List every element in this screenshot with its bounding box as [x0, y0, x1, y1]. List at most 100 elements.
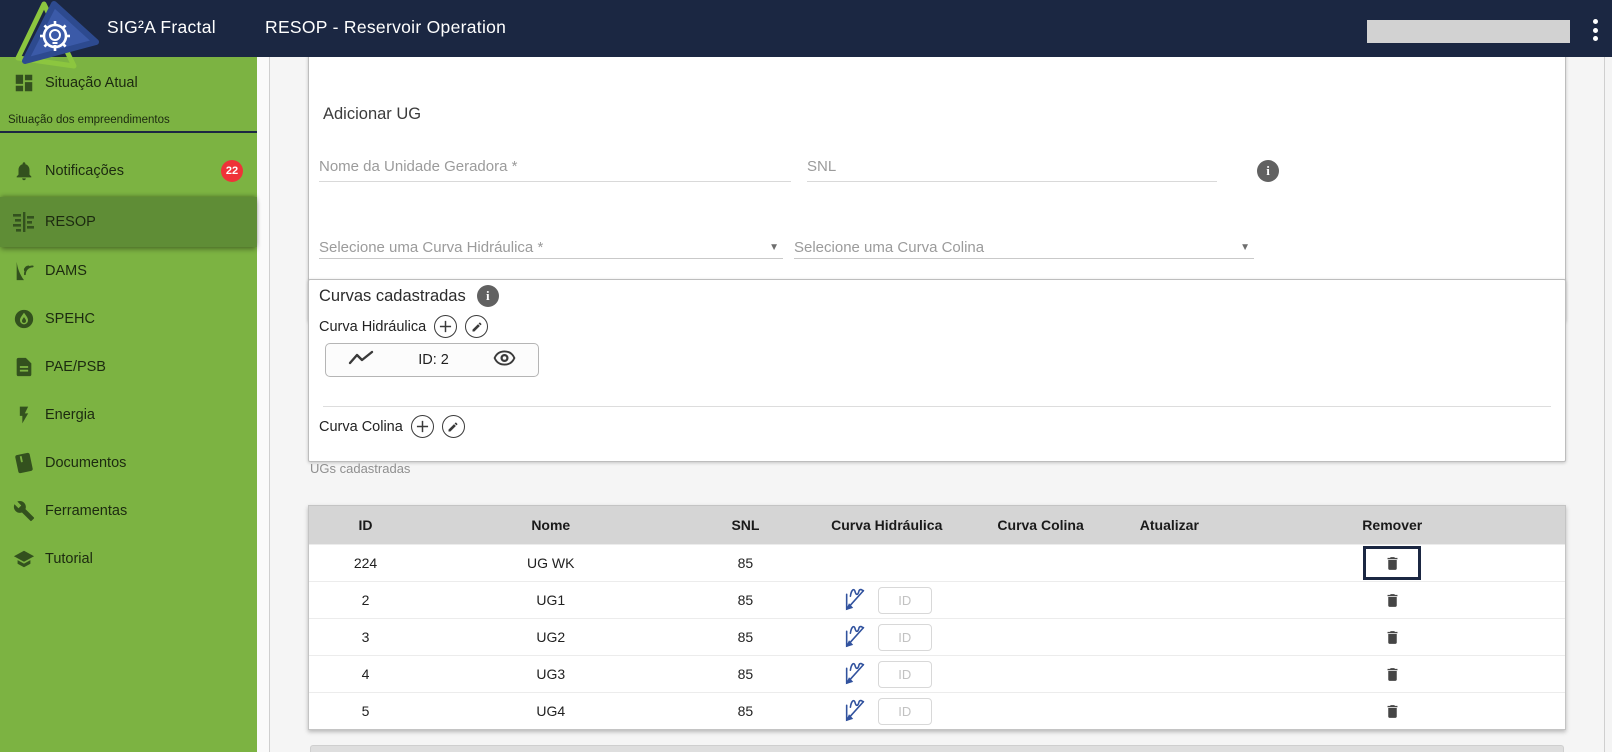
curve-chart-icon[interactable]	[842, 621, 870, 654]
water-drop-circle-icon	[11, 308, 37, 330]
sidebar-item-tutorial[interactable]: Tutorial	[0, 535, 257, 583]
trash-icon[interactable]	[1382, 552, 1403, 575]
sidebar-item-label: Documentos	[45, 455, 127, 471]
cell-curva-colina	[962, 619, 1119, 655]
add-curva-hidraulica-button[interactable]	[434, 315, 458, 338]
chevron-down-icon: ▼	[769, 242, 779, 253]
select-curva-hidraulica[interactable]: Selecione uma Curva Hidráulica * ▼	[319, 237, 783, 259]
select-curva-colina[interactable]: Selecione uma Curva Colina ▼	[794, 237, 1254, 259]
bell-icon	[11, 160, 37, 182]
page-scrollbar-track[interactable]	[1604, 57, 1612, 752]
app-header: SIG²A Fractal RESOP - Reservoir Operatio…	[0, 0, 1612, 57]
ugs-cadastradas-label: UGs cadastradas	[310, 461, 411, 476]
sidebar-item-notificacoes[interactable]: Notificações 22	[0, 145, 257, 197]
table-row: 2 UG1 85	[309, 581, 1565, 618]
add-curva-colina-button[interactable]	[410, 415, 434, 438]
col-header-remover: Remover	[1362, 517, 1423, 533]
curve-id-input[interactable]	[877, 623, 932, 651]
edit-curva-hidraulica-button[interactable]	[465, 315, 489, 338]
cell-nome: UG2	[536, 629, 566, 645]
wrench-icon	[11, 500, 37, 522]
cell-curva-hidraulica	[811, 656, 962, 692]
content-scrollbar-track[interactable]	[257, 57, 270, 752]
dashboard-icon	[11, 72, 37, 94]
curva-hidraulica-chip[interactable]: ID: 2	[325, 343, 539, 377]
module-title: RESOP - Reservoir Operation	[265, 17, 507, 37]
sidebar-item-resop[interactable]: RESOP	[0, 197, 257, 247]
cell-atualizar	[1119, 656, 1219, 692]
col-header-curva-hidraulica: Curva Hidráulica	[831, 517, 943, 533]
sidebar-item-energia[interactable]: Energia	[0, 391, 257, 439]
app-logo-icon	[10, 0, 102, 77]
table-row: 224 UG WK 85	[309, 544, 1565, 581]
eye-icon[interactable]	[493, 349, 516, 371]
trash-icon[interactable]	[1382, 589, 1403, 612]
section-divider	[323, 406, 1551, 407]
cell-remover	[1220, 693, 1565, 729]
sidebar-item-label: Situação Atual	[45, 75, 138, 91]
sidebar-item-spehc[interactable]: SPEHC	[0, 295, 257, 343]
curve-id-input[interactable]	[877, 660, 932, 688]
info-icon[interactable]: i	[476, 285, 499, 307]
sidebar-item-label: Ferramentas	[45, 503, 128, 519]
cell-remover	[1220, 656, 1565, 692]
cell-remover	[1220, 545, 1565, 581]
table-row: 4 UG3 85	[309, 655, 1565, 692]
adicionar-ug-card: Adicionar UG i Selecione uma Curva Hidrá…	[308, 57, 1566, 322]
cell-snl: 85	[737, 666, 754, 682]
snl-field[interactable]	[807, 158, 1217, 182]
cell-snl: 85	[737, 555, 754, 571]
trending-line-icon	[348, 349, 374, 372]
sidebar-item-pae-psb[interactable]: PAE/PSB	[0, 343, 257, 391]
sidebar-section-situacao-empreendimentos[interactable]: Situação dos empreendimentos	[0, 109, 257, 131]
cell-curva-hidraulica	[811, 582, 962, 618]
cell-curva-colina	[962, 693, 1119, 729]
cell-curva-colina	[962, 656, 1119, 692]
sidebar-item-ferramentas[interactable]: Ferramentas	[0, 487, 257, 535]
sidebar-item-dams[interactable]: DAMS	[0, 247, 257, 295]
sidebar-nav: Situação Atual Situação dos empreendimen…	[0, 57, 257, 752]
curve-id-input[interactable]	[877, 586, 932, 614]
cell-id: 2	[361, 592, 370, 608]
cell-id: 5	[361, 703, 370, 719]
sidebar-item-situacao-atual[interactable]: Situação Atual	[0, 57, 257, 109]
nome-unidade-geradora-field[interactable]	[319, 158, 791, 182]
curve-chart-icon[interactable]	[842, 584, 870, 617]
col-header-snl: SNL	[731, 517, 760, 533]
cell-nome: UG WK	[527, 555, 575, 571]
cell-curva-hidraulica	[811, 693, 962, 729]
sidebar-item-label: PAE/PSB	[45, 359, 106, 375]
trash-icon[interactable]	[1382, 626, 1403, 649]
ugs-table: ID Nome SNL Curva Hidráulica Curva Colin…	[308, 505, 1566, 730]
trash-icon[interactable]	[1382, 663, 1403, 686]
curva-hidraulica-label: Curva Hidráulica	[319, 318, 427, 335]
snl-input[interactable]	[807, 158, 1217, 175]
cell-snl: 85	[737, 592, 754, 608]
cell-remover	[1220, 619, 1565, 655]
curvas-cadastradas-card: Curvas cadastradas i Curva Hidráulica ID…	[308, 279, 1566, 462]
cell-snl: 85	[737, 629, 754, 645]
sidebar-item-documentos[interactable]: Documentos	[0, 439, 257, 487]
trash-icon[interactable]	[1382, 700, 1403, 723]
nome-unidade-geradora-input[interactable]	[319, 158, 791, 175]
document-icon	[11, 356, 37, 378]
curve-chart-icon[interactable]	[842, 658, 870, 691]
card-title-adicionar-ug: Adicionar UG	[323, 105, 422, 123]
kebab-menu-icon[interactable]	[1588, 19, 1602, 41]
col-header-atualizar: Atualizar	[1139, 517, 1199, 533]
curve-id-input[interactable]	[877, 697, 932, 725]
next-section-edge	[310, 745, 1564, 752]
cell-nome: UG4	[536, 703, 566, 719]
edit-curva-colina-button[interactable]	[441, 415, 465, 438]
col-header-id: ID	[358, 517, 373, 533]
cell-remover	[1220, 582, 1565, 618]
info-icon[interactable]: i	[1257, 160, 1279, 182]
main-content: Adicionar UG i Selecione uma Curva Hidrá…	[271, 57, 1603, 752]
dam-icon	[11, 260, 37, 282]
sidebar-section-label: Situação dos empreendimentos	[8, 114, 170, 126]
book-icon	[11, 452, 37, 474]
curva-colina-label: Curva Colina	[319, 418, 403, 435]
equalizer-icon	[11, 210, 37, 234]
curve-chart-icon[interactable]	[842, 695, 870, 728]
focused-remove-outline	[1363, 546, 1422, 580]
